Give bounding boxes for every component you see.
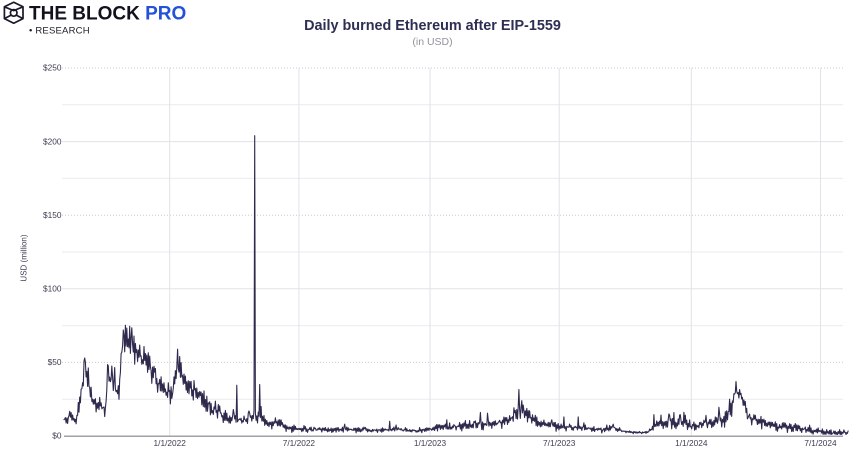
svg-text:7/1/2024: 7/1/2024 (804, 438, 837, 448)
svg-text:1/1/2023: 1/1/2023 (414, 438, 447, 448)
svg-text:$150: $150 (43, 210, 62, 220)
svg-text:$100: $100 (43, 284, 62, 294)
svg-text:$0: $0 (52, 431, 62, 441)
svg-text:7/1/2023: 7/1/2023 (543, 438, 576, 448)
svg-text:THE BLOCK PRO: THE BLOCK PRO (29, 4, 186, 25)
svg-text:1/1/2022: 1/1/2022 (154, 438, 187, 448)
svg-text:1/1/2024: 1/1/2024 (675, 438, 708, 448)
svg-text:$250: $250 (43, 63, 62, 73)
svg-text:$200: $200 (43, 136, 62, 146)
svg-text:7/1/2022: 7/1/2022 (283, 438, 316, 448)
svg-text:USD (million): USD (million) (20, 234, 29, 281)
svg-text:• RESEARCH: • RESEARCH (29, 25, 90, 36)
svg-text:$50: $50 (48, 357, 62, 367)
